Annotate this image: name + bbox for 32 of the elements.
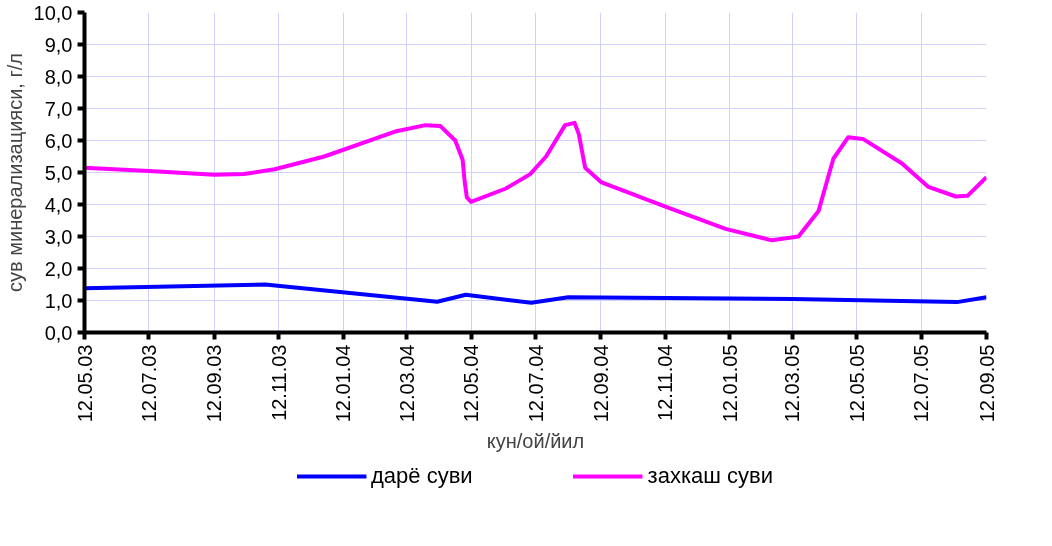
x-tick-label: 12.03.04 [395,344,418,423]
x-tick-label: 12.09.03 [203,344,226,423]
x-tick-label: 12.09.05 [975,344,998,423]
y-tick-label: 4,0 [44,193,73,216]
y-tick-label: 5,0 [44,161,73,184]
y-tick-label: 7,0 [44,97,73,120]
x-tick-label: 12.07.05 [910,344,933,423]
x-tick-label: 12.05.03 [73,344,96,423]
x-tick-label: 12.07.03 [137,344,160,423]
x-tick-label: 12.09.04 [589,344,612,423]
line-series [84,282,987,305]
x-axis-title: кун/ой/йил [486,430,585,453]
x-tick-label: 12.07.04 [524,344,547,423]
x-tick-label: 12.01.04 [332,344,355,423]
legend-label: захкаш суви [647,463,774,489]
x-tick-label: 12.03.05 [781,344,804,423]
x-tick-label: 12.11.04 [654,344,677,421]
y-tick-label: 9,0 [44,33,73,56]
y-tick-label: 8,0 [44,65,73,88]
x-tick-label: 12.11.03 [267,344,290,421]
y-tick-label: 1,0 [44,289,73,312]
x-tick-label: 12.01.05 [718,344,741,423]
y-tick-label: 10,0 [33,1,73,24]
x-tick-label: 12.05.05 [845,344,868,423]
y-axis-title: сув минерализацияси, г/л [3,53,26,292]
x-tick-label: 12.05.04 [460,344,483,423]
y-tick-label: 3,0 [44,225,73,248]
y-tick-label: 0,0 [44,321,73,344]
y-tick-label: 2,0 [44,257,73,280]
legend-label: дарё суви [370,463,473,489]
line-series [84,120,987,243]
y-tick-label: 6,0 [44,129,73,152]
